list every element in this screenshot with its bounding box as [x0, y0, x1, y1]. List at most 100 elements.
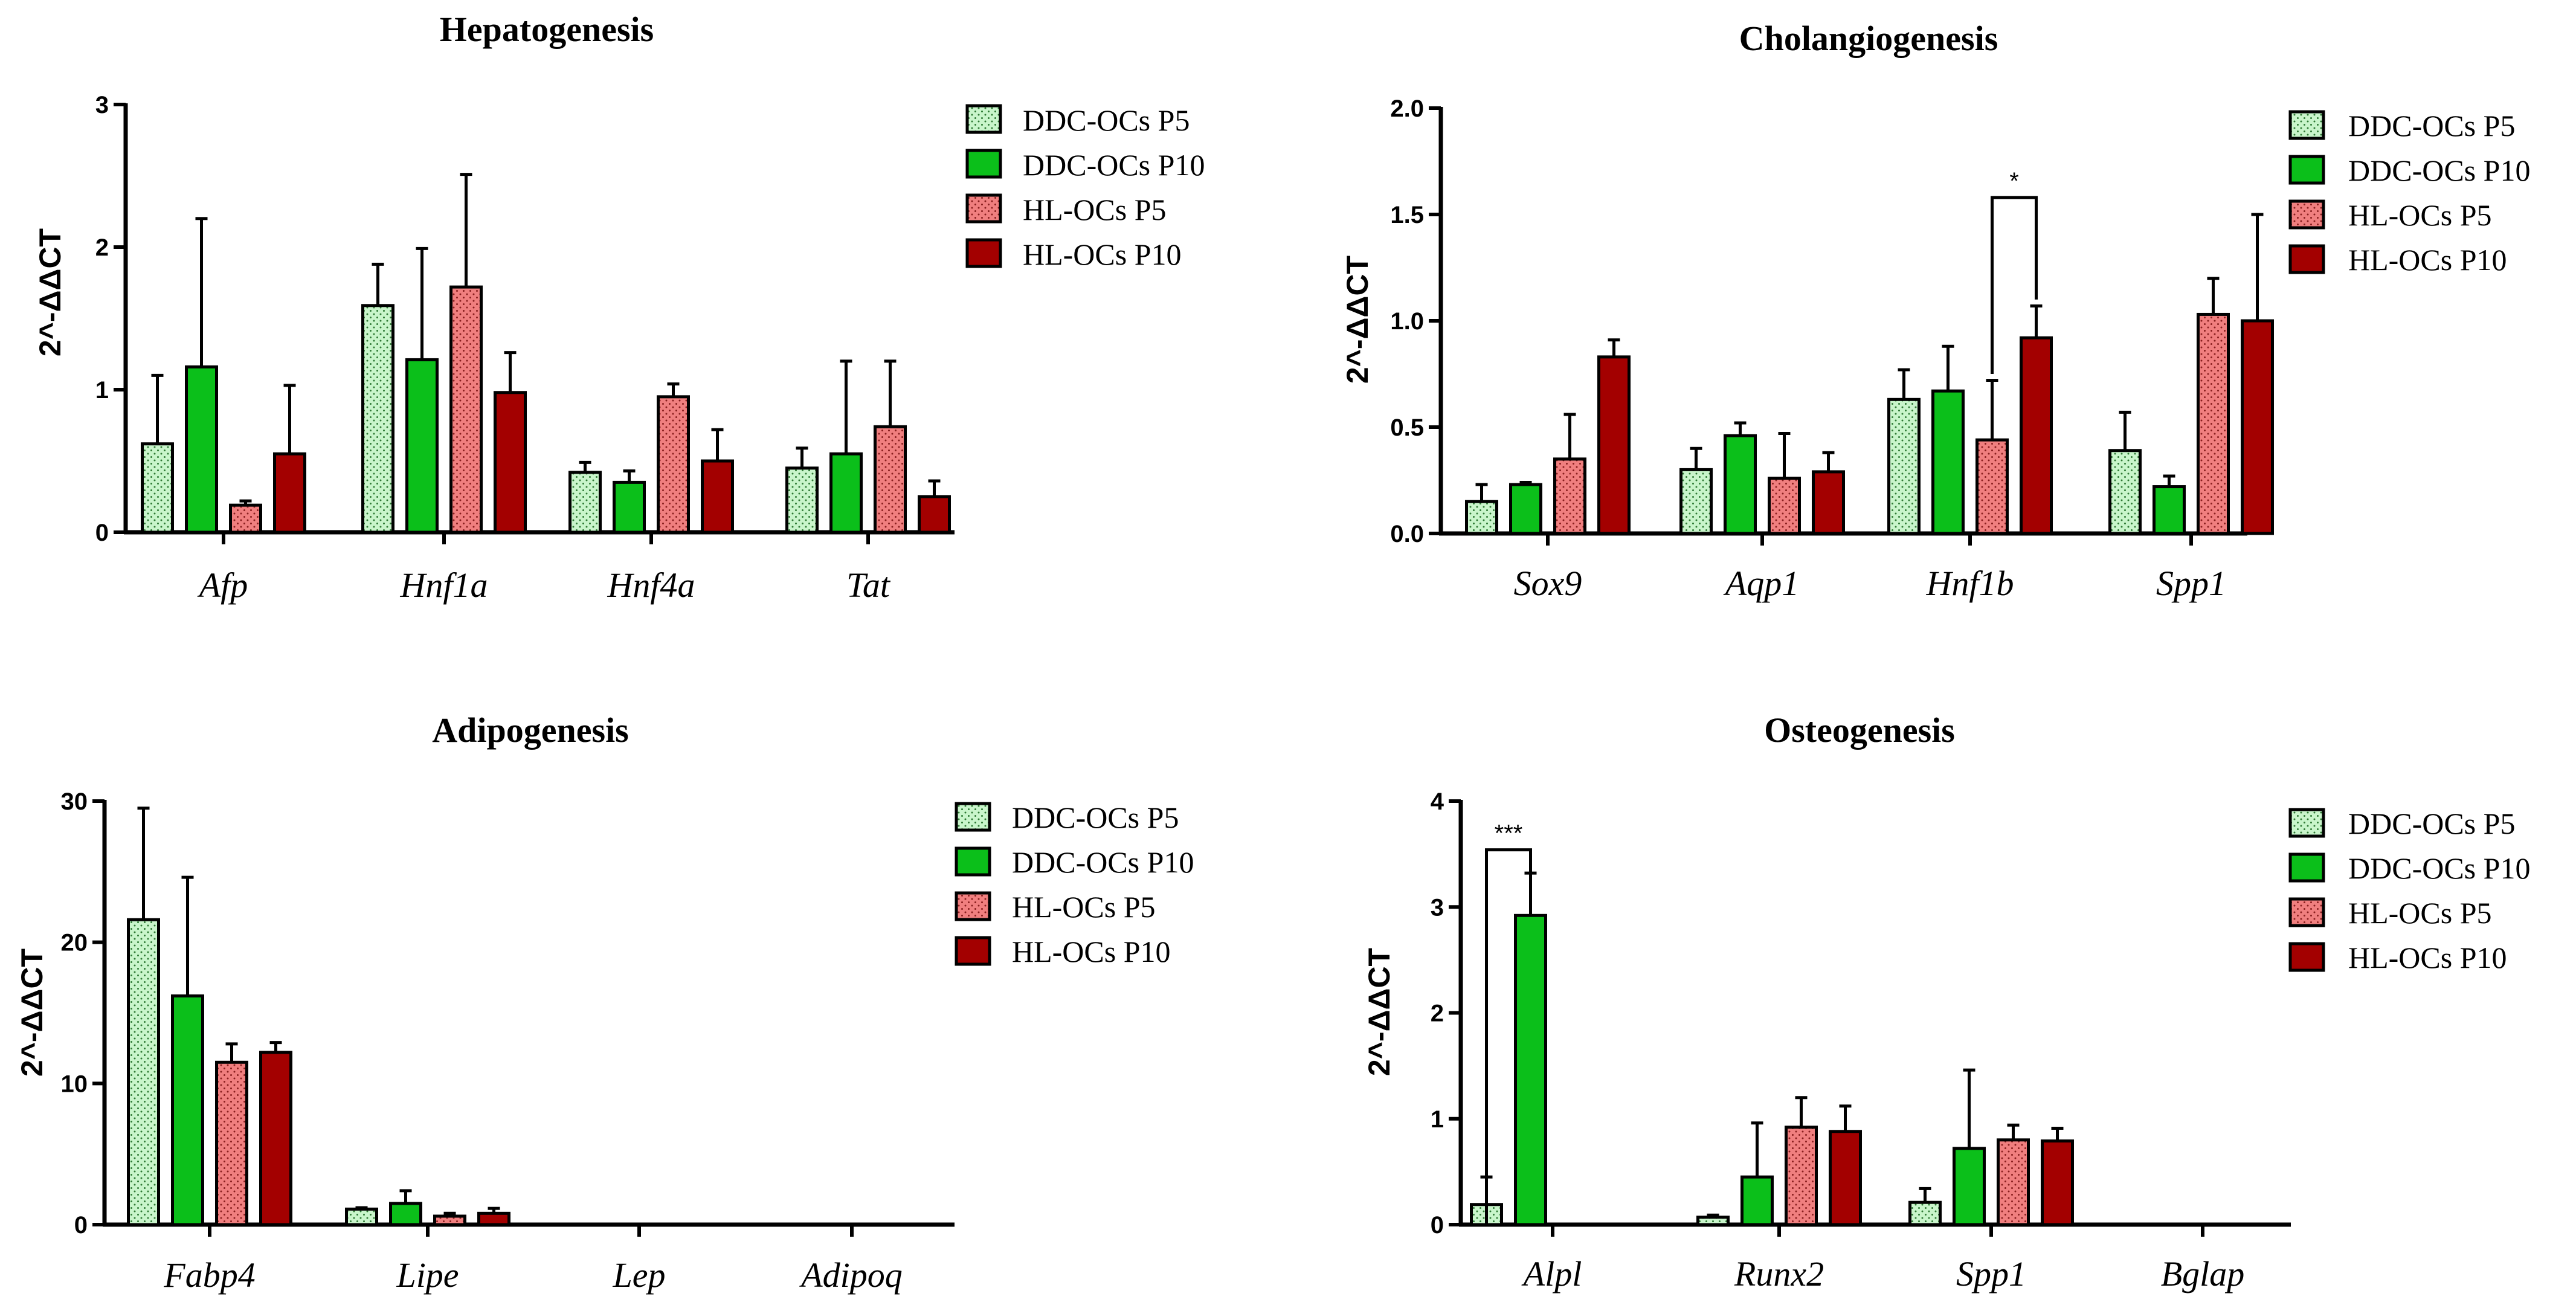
- chart-panel-hepatogenesis: Hepatogenesis 2^-ΔΔCT 0 1 2 3 Afp Hnf1a Hnf4a T…: [33, 10, 1205, 605]
- bar-hl-ocs-p5-hnf1b: [1975, 438, 2009, 535]
- legend-swatch-ddc-ocs-p5: [955, 802, 991, 832]
- x-tick-label-sox9: Sox9: [1514, 564, 1582, 603]
- legend-swatch-hl-ocs-p5: [955, 891, 991, 921]
- x-tick-label-fabp4: Fabp4: [163, 1255, 255, 1295]
- bar-hl-ocs-p10-afp: [273, 452, 306, 534]
- bar-ddc-ocs-p10-alpl: [1514, 913, 1547, 1226]
- legend-label-ddc-ocs-p5: DDC-OCs P5: [1012, 801, 1179, 834]
- x-tick-label-lipe: Lipe: [396, 1255, 459, 1295]
- x-tick-label-tat: Tat: [846, 565, 891, 605]
- legend-label-hl-ocs-p5: HL-OCs P5: [1012, 890, 1156, 924]
- y-tick-label: 3: [95, 92, 109, 118]
- legend-swatch-ddc-ocs-p5: [2288, 808, 2325, 838]
- legend-label-hl-ocs-p10: HL-OCs P10: [1023, 237, 1182, 271]
- bar-hl-ocs-p10-tat: [918, 495, 951, 534]
- legend-label-hl-ocs-p10: HL-OCs P10: [2348, 941, 2507, 975]
- chart-title: Adipogenesis: [432, 710, 629, 750]
- legend: DDC-OCs P5 DDC-OCs P10 HL-OCs P5 HL-OCs …: [2288, 109, 2530, 277]
- significance-label: *: [2009, 168, 2019, 195]
- y-axis-label: 2^-ΔΔCT: [1362, 948, 1396, 1076]
- bar-hl-ocs-p5-hnf1a: [449, 285, 483, 534]
- y-tick-label: 4: [1431, 788, 1444, 815]
- significance-bracket: [1991, 196, 2038, 374]
- bar-ddc-ocs-p10-afp: [185, 365, 218, 534]
- bar-hl-ocs-p10-hnf1a: [494, 391, 527, 534]
- chart-panel-osteogenesis: Osteogenesis 2^-ΔΔCT 0 1 2 3 4 Alpl Runx2 Spp1 B…: [1362, 710, 2530, 1294]
- bar-ddc-ocs-p10-lipe: [389, 1202, 422, 1226]
- bar-hl-ocs-p5-aqp1: [1768, 476, 1801, 535]
- y-tick-label: 2: [95, 234, 109, 261]
- bar-ddc-ocs-p5-lipe: [345, 1207, 378, 1226]
- bar-ddc-ocs-p10-spp1: [1953, 1147, 1986, 1226]
- legend-label-ddc-ocs-p10: DDC-OCs P10: [2348, 851, 2530, 885]
- x-tick-label-lep: Lep: [613, 1255, 666, 1295]
- y-axis-label: 2^-ΔΔCT: [33, 228, 67, 356]
- x-tick-label-hnf1b: Hnf1b: [1926, 564, 2014, 603]
- y-tick-label: 1: [95, 377, 109, 404]
- bar-hl-ocs-p10-hnf1b: [2020, 336, 2053, 535]
- chart-title: Osteogenesis: [1764, 710, 1955, 750]
- bar-ddc-ocs-p5-afp: [141, 442, 174, 534]
- significance-label: ***: [1495, 820, 1523, 847]
- bar-hl-ocs-p5-runx2: [1785, 1126, 1818, 1226]
- legend-swatch-hl-ocs-p5: [965, 193, 1002, 224]
- legend-label-ddc-ocs-p5: DDC-OCs P5: [2348, 109, 2515, 143]
- x-tick-label-runx2: Runx2: [1734, 1254, 1824, 1294]
- bar-hl-ocs-p5-afp: [229, 503, 262, 534]
- bar-ddc-ocs-p10-hnf4a: [613, 480, 646, 534]
- legend-label-hl-ocs-p5: HL-OCs P5: [2348, 198, 2492, 232]
- y-tick-label: 2.0: [1390, 95, 1424, 122]
- y-tick-label: 10: [61, 1071, 88, 1097]
- bar-hl-ocs-p5-spp1: [2197, 312, 2230, 535]
- y-tick-label: 1.0: [1390, 308, 1424, 335]
- bar-ddc-ocs-p5-runx2: [1696, 1216, 1730, 1226]
- bar-ddc-ocs-p5-hnf1a: [361, 304, 394, 534]
- legend-swatch-ddc-ocs-p10: [955, 846, 991, 877]
- bar-hl-ocs-p10-lipe: [477, 1211, 510, 1226]
- chart-panel-cholangiogenesis: Cholangiogenesis 2^-ΔΔCT 0.0 0.5 1.0 1.5 2.0…: [1341, 19, 2530, 603]
- legend-swatch-ddc-ocs-p5: [2288, 110, 2325, 140]
- bar-hl-ocs-p5-sox9: [1553, 457, 1586, 535]
- bar-ddc-ocs-p10-runx2: [1740, 1175, 1774, 1226]
- bar-hl-ocs-p5-hnf4a: [657, 395, 690, 534]
- bar-hl-ocs-p10-spp1: [2041, 1139, 2074, 1226]
- x-tick-label-bglap: Bglap: [2161, 1254, 2245, 1294]
- legend-swatch-ddc-ocs-p5: [965, 104, 1002, 134]
- bar-ddc-ocs-p10-hnf1a: [405, 358, 439, 534]
- bar-hl-ocs-p10-aqp1: [1812, 470, 1845, 535]
- chart-title: Cholangiogenesis: [1739, 19, 1998, 58]
- legend-label-hl-ocs-p10: HL-OCs P10: [2348, 243, 2507, 277]
- y-tick-label: 2: [1431, 1000, 1444, 1027]
- legend-swatch-hl-ocs-p10: [955, 936, 991, 966]
- legend-label-hl-ocs-p5: HL-OCs P5: [1023, 193, 1167, 227]
- legend-swatch-hl-ocs-p10: [2288, 244, 2325, 274]
- x-tick-label-aqp1: Aqp1: [1723, 564, 1799, 603]
- bar-ddc-ocs-p10-spp1: [2153, 485, 2186, 535]
- bar-ddc-ocs-p5-aqp1: [1679, 468, 1713, 535]
- bar-ddc-ocs-p5-spp1: [2108, 449, 2142, 535]
- x-tick-label-afp: Afp: [197, 565, 248, 605]
- x-tick-label-hnf4a: Hnf4a: [607, 565, 695, 605]
- legend-swatch-ddc-ocs-p10: [965, 149, 1002, 179]
- legend-label-ddc-ocs-p10: DDC-OCs P10: [1023, 148, 1205, 182]
- legend-label-ddc-ocs-p5: DDC-OCs P5: [1023, 103, 1190, 137]
- bar-hl-ocs-p5-spp1: [1997, 1138, 2030, 1226]
- chart-panel-adipogenesis: Adipogenesis 2^-ΔΔCT 0 10 20 30 Fabp4 Lipe Lep…: [15, 710, 1194, 1295]
- legend-swatch-hl-ocs-p5: [2288, 897, 2325, 927]
- bar-hl-ocs-p10-spp1: [2241, 319, 2274, 535]
- x-tick-label-spp1: Spp1: [1956, 1254, 2026, 1294]
- y-tick-label: 0.0: [1390, 521, 1424, 547]
- bar-ddc-ocs-p5-tat: [785, 466, 819, 534]
- legend-label-hl-ocs-p10: HL-OCs P10: [1012, 935, 1171, 968]
- bar-ddc-ocs-p10-fabp4: [171, 994, 204, 1226]
- y-tick-label: 1: [1431, 1106, 1444, 1133]
- x-tick-label-alpl: Alpl: [1521, 1254, 1582, 1294]
- legend-swatch-hl-ocs-p5: [2288, 199, 2325, 230]
- x-tick-label-adipoq: Adipoq: [799, 1255, 903, 1295]
- y-tick-label: 0: [95, 520, 109, 546]
- bar-ddc-ocs-p5-spp1: [1908, 1200, 1942, 1226]
- y-tick-label: 1.5: [1390, 202, 1424, 228]
- bar-hl-ocs-p10-sox9: [1597, 355, 1631, 535]
- legend-label-ddc-ocs-p5: DDC-OCs P5: [2348, 807, 2515, 840]
